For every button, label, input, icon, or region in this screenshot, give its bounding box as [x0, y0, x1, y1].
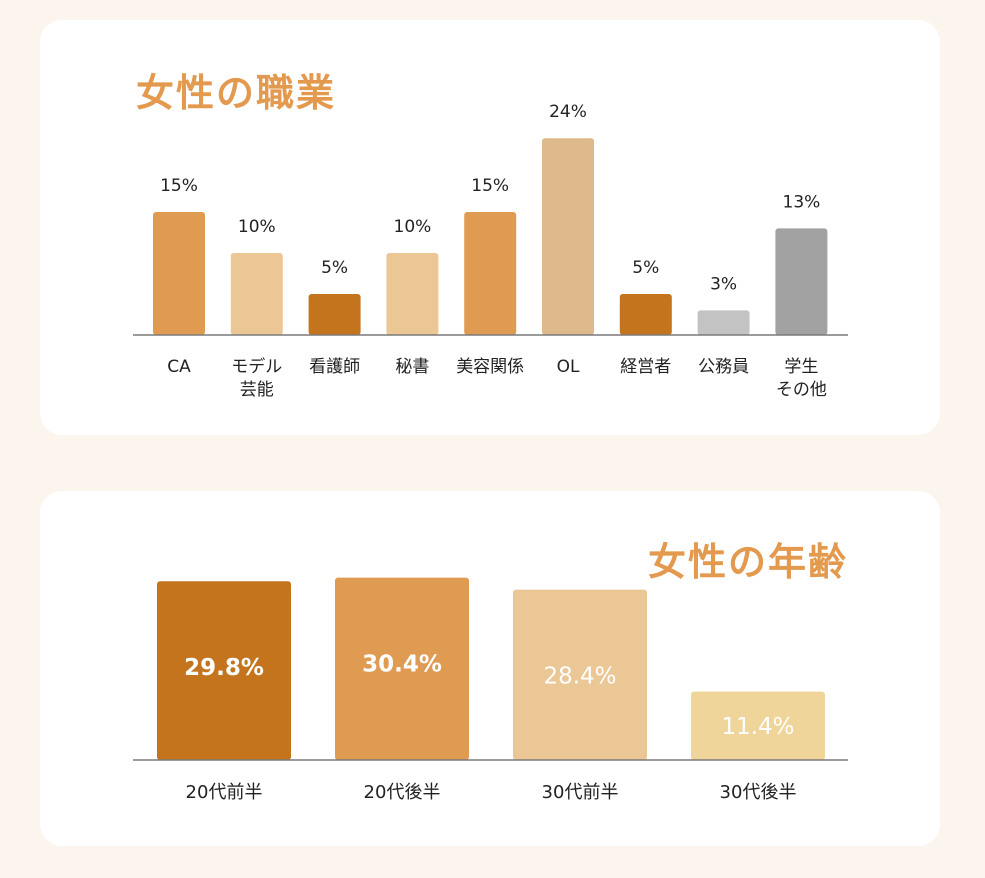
age-chart: 29.8% 20代前半 30.4% 20代後半 28.4% 30代前半 11.4% 30代後半 [133, 577, 848, 803]
age-bar [691, 691, 825, 760]
age-bar [157, 581, 291, 760]
age-category-label: 30代前半 [542, 782, 619, 803]
occupation-category-label: 学生 [784, 357, 818, 377]
age-value-label: 11.4% [721, 714, 794, 740]
occupation-bar [464, 212, 517, 335]
occupation-bar [775, 228, 828, 335]
occupation-bar [308, 294, 361, 335]
occupation-category-label: 看護師 [309, 357, 360, 377]
occupation-value-label: 5% [632, 258, 659, 278]
age-value-label: 29.8% [184, 655, 264, 681]
occupation-category-label: 秘書 [395, 357, 429, 377]
occupation-value-label: 13% [783, 192, 821, 212]
occupation-bar [153, 212, 205, 335]
occupation-chart-title: 女性の職業 [136, 71, 337, 115]
age-category-label: 20代後半 [364, 782, 441, 803]
occupation-value-label: 10% [394, 217, 432, 237]
occupation-category-label: 美容関係 [456, 357, 524, 377]
occupation-bar [619, 294, 672, 335]
occupation-category-label: 経営者 [620, 357, 671, 377]
occupation-chart-card: 女性の職業 15% CA 10% モデル芸能 5% 看護師 10% 秘書 15% 美容関係 24% O… [40, 20, 940, 435]
age-bar [513, 589, 647, 760]
occupation-category-label: 公務員 [698, 357, 749, 377]
occupation-value-label: 5% [321, 258, 348, 278]
occupation-category-label: その他 [776, 380, 827, 400]
occupation-bar [386, 253, 439, 335]
occupation-bar [697, 310, 750, 335]
age-bars: 29.8% 20代前半 30.4% 20代後半 28.4% 30代前半 11.4% 30代後半 [157, 577, 825, 803]
age-value-label: 30.4% [362, 652, 442, 678]
occupation-bar [542, 138, 594, 335]
occupation-category-label: CA [167, 357, 191, 377]
occupation-category-label: OL [557, 357, 580, 377]
age-value-label: 28.4% [543, 664, 616, 690]
occupation-value-label: 15% [471, 176, 509, 196]
age-chart-card: 女性の年齢 29.8% 20代前半 30.4% 20代後半 28.4% 30代前半 11.4… [40, 491, 940, 846]
age-category-label: 20代前半 [186, 782, 263, 803]
occupation-category-label: 芸能 [240, 380, 274, 400]
occupation-category-label: モデル [231, 356, 282, 377]
occupation-value-label: 10% [238, 217, 276, 237]
occupation-bar [230, 253, 283, 335]
occupation-value-label: 24% [549, 102, 587, 122]
occupation-value-label: 15% [160, 176, 198, 196]
age-chart-title: 女性の年齢 [647, 540, 848, 584]
age-category-label: 30代後半 [720, 782, 797, 803]
age-bar [335, 577, 469, 760]
occupation-value-label: 3% [710, 274, 737, 294]
